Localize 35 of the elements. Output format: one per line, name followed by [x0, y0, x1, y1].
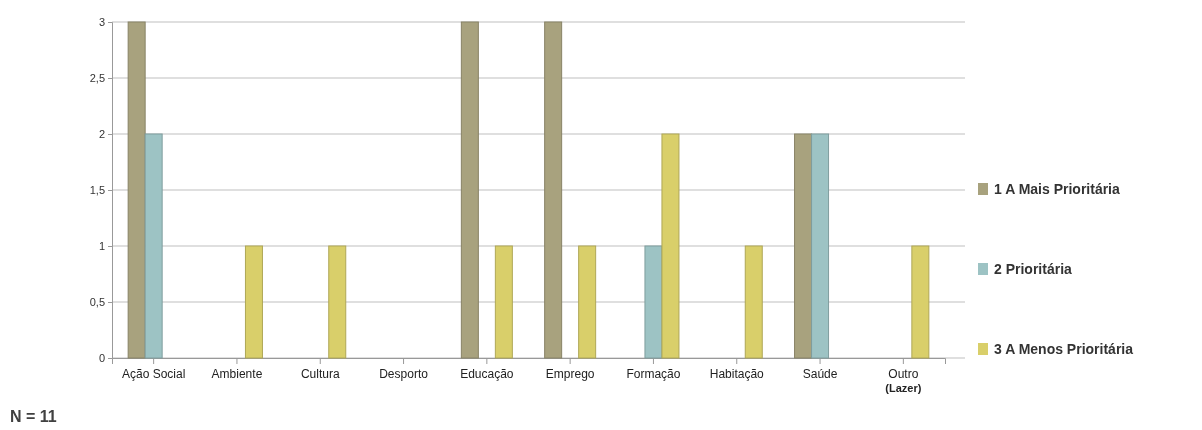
y-tick-label: 2,5 — [89, 72, 105, 85]
bar — [127, 21, 146, 359]
x-tick-label: Ambiente — [211, 367, 263, 381]
bar — [578, 245, 597, 359]
bar — [744, 245, 763, 359]
x-tick-label: Desporto — [379, 367, 429, 381]
y-tick-label: 2 — [98, 128, 105, 141]
text: N = 11 — [10, 408, 57, 425]
x-tick-label: Cultura — [300, 367, 340, 381]
bar — [644, 245, 663, 359]
bar — [144, 133, 163, 359]
x-tick-label: Outro (Lazer) — [885, 367, 922, 394]
y-tick-label: 3 — [98, 16, 105, 29]
x-tick-label: Formação — [626, 367, 681, 381]
x-tick-label: Emprego — [545, 367, 595, 381]
bar — [661, 133, 680, 359]
x-tick-label: Habitação — [709, 367, 765, 381]
legend-label: 2 Prioritária — [994, 261, 1073, 277]
legend-label: 1 A Mais Prioritária — [994, 181, 1120, 197]
x-tick-label: Saúde — [802, 367, 838, 381]
y-tick-label: 0,5 — [89, 296, 105, 309]
x-tick-label: Educação — [460, 367, 514, 381]
bar — [244, 245, 263, 359]
bar — [494, 245, 513, 359]
bar — [794, 133, 813, 359]
x-tick-label: Ação Social — [121, 367, 186, 381]
bar — [544, 21, 563, 359]
y-tick-label: 0 — [98, 352, 105, 365]
y-tick-label: 1 — [98, 240, 105, 253]
bar — [328, 245, 347, 359]
bar — [911, 245, 930, 359]
bar — [460, 21, 479, 359]
legend-label: 3 A Menos Prioritária — [994, 341, 1134, 357]
y-tick-label: 1,5 — [89, 184, 105, 197]
bar — [811, 133, 830, 359]
